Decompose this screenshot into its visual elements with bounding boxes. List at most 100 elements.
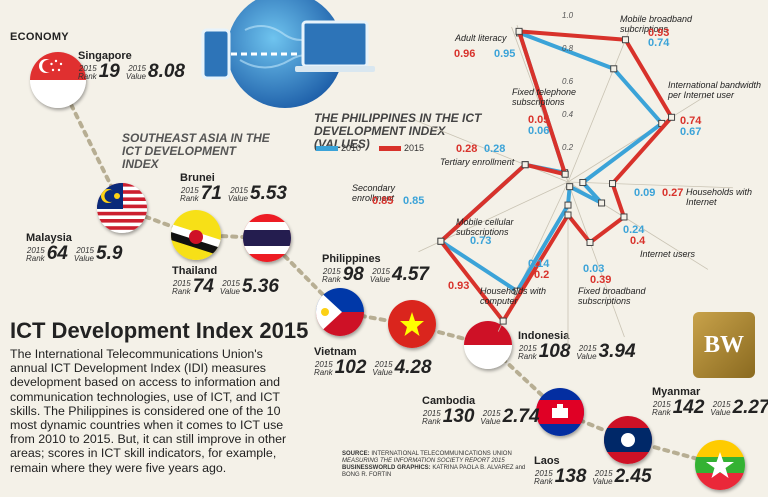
country-value: 2.27 <box>732 397 768 418</box>
country-value: 5.36 <box>242 276 279 297</box>
country-thailand: Thailand 2015 Rank 74 2015 Value 5.36 <box>172 265 279 297</box>
radar-legend: 2010 2015 <box>316 143 438 153</box>
radar-value-label-2010: 0.67 <box>680 126 702 138</box>
radar-point-2015 <box>564 211 572 219</box>
radar-value-label-2015: 0.2 <box>534 269 550 281</box>
country-value: 5.53 <box>250 183 287 204</box>
radar-point-2015 <box>561 170 569 178</box>
radar-value-label-2015: 0.27 <box>662 187 684 199</box>
radar-value-label-2010: 0.73 <box>470 235 492 247</box>
country-rank: 130 <box>442 406 475 427</box>
country-value: 8.08 <box>148 61 185 82</box>
radar-point-2010 <box>610 65 618 73</box>
country-rank: 138 <box>554 466 587 487</box>
radar-point-2015 <box>521 161 529 169</box>
body-text: The International Telecommunications Uni… <box>10 347 287 475</box>
radar-value-label-2015: 0.39 <box>590 274 612 286</box>
radar-category-label: Fixed telephone subscriptions <box>512 87 577 107</box>
source-note: SOURCE: INTERNATIONAL TELECOMMUNICATIONS… <box>342 451 526 478</box>
country-name: Myanmar <box>652 386 701 398</box>
radar-value-label-2015: 0.85 <box>372 195 394 207</box>
radar-tick-label: 0.8 <box>562 44 574 53</box>
country-indonesia: Indonesia 2015 Rank 108 2015 Value 3.94 <box>518 330 636 362</box>
country-singapore: Singapore 2015 Rank 19 2015 Value 8.08 <box>78 50 185 82</box>
country-name: Cambodia <box>422 395 476 407</box>
flag-laos <box>604 416 652 464</box>
radar-value-label-2010: 0.95 <box>494 48 516 60</box>
country-value: 4.57 <box>392 264 429 285</box>
radar-category-label: Internet users <box>640 249 696 259</box>
radar-category-label: Secondary enrollment <box>352 183 396 203</box>
radar-category-label: Households with Internet <box>686 187 753 207</box>
radar-category-label: Mobile broadband subcriptions <box>620 14 693 34</box>
radar-tick-label: 0.6 <box>562 77 574 86</box>
country-name: Vietnam <box>314 346 357 358</box>
radar-point-2015 <box>586 238 594 246</box>
country-name: Malaysia <box>26 232 72 244</box>
radar-category-label: International bandwidth per Internet use… <box>668 80 762 100</box>
radar-point-2010 <box>598 199 606 207</box>
radar-tick-label: 0.4 <box>562 110 574 119</box>
radar-value-label-2010: 0.28 <box>484 143 506 155</box>
country-name: Indonesia <box>518 330 570 342</box>
country-laos: Laos 2015 Rank 138 2015 Value 2.45 <box>534 455 652 487</box>
main-title: ICT Development Index 2015 <box>10 318 309 343</box>
radar-spoke <box>414 119 569 183</box>
radar-spoke <box>567 94 709 183</box>
globe-devices-illustration <box>201 0 375 108</box>
country-name: Thailand <box>172 265 218 277</box>
flag-myanmar <box>695 440 745 490</box>
country-rank: 74 <box>192 276 214 297</box>
radar-value-label-2010: 0.09 <box>634 187 656 199</box>
sea-title: SOUTHEAST ASIA IN THE ICT DEVELOPMENT IN… <box>122 131 270 171</box>
country-malaysia: Malaysia 2015 Rank 64 2015 Value 5.9 <box>26 232 123 264</box>
country-name: Laos <box>534 455 560 467</box>
economy-heading: ECONOMY <box>10 31 69 43</box>
country-name: Philippines <box>322 253 381 265</box>
radar-value-label-2010: 0.14 <box>528 258 550 270</box>
radar-title: THE PHILIPPINES IN THE ICT DEVELOPMENT I… <box>314 111 482 151</box>
radar-category-label: Fixed broadband subscriptions <box>578 286 646 306</box>
legend-2015: 2015 <box>379 143 424 153</box>
country-rank: 19 <box>98 61 120 82</box>
radar-value-label-2010: 0.74 <box>648 37 670 49</box>
country-cambodia: Cambodia 2015 Rank 130 2015 Value 2.74 <box>422 395 540 427</box>
radar-value-label-2010: 0.03 <box>583 263 605 275</box>
radar-value-label-2015: 0.05 <box>528 114 550 126</box>
radar-value-label-2015: 0.4 <box>630 235 646 247</box>
radar-spoke <box>567 28 631 183</box>
radar-spoke <box>567 181 733 189</box>
country-name: Brunei <box>180 172 215 184</box>
radar-point-2015 <box>668 113 676 121</box>
radar-value-label-2015: 0.28 <box>456 143 478 155</box>
country-rank: 98 <box>342 264 364 285</box>
radar-category-label: Households with computer <box>480 286 547 306</box>
radar-value-label-2010: 0.06 <box>528 125 550 137</box>
flag-malaysia <box>97 183 147 233</box>
radar-value-label-2015: 0.93 <box>648 27 670 39</box>
flag-vietnam <box>388 300 436 348</box>
country-rank: 108 <box>538 341 571 362</box>
radar-value-label-2015: 0.96 <box>454 48 476 60</box>
country-value: 3.94 <box>598 341 636 362</box>
country-rank: 142 <box>672 397 705 418</box>
radar-spoke <box>567 181 625 338</box>
legend-2010: 2010 <box>316 143 361 153</box>
flag-brunei <box>171 210 221 260</box>
radar-point-2015 <box>609 180 617 188</box>
radar-point-2015 <box>620 213 628 221</box>
country-rank: 102 <box>334 357 367 378</box>
radar-point-2010 <box>566 183 574 191</box>
country-brunei: Brunei 2015 Rank 71 2015 Value 5.53 <box>180 172 287 204</box>
country-value: 4.28 <box>394 357 432 378</box>
radar-point-2015 <box>437 237 445 245</box>
country-rank: 71 <box>200 183 222 204</box>
radar-value-label-2015: 0.93 <box>448 280 470 292</box>
flag-thailand <box>243 214 291 262</box>
flag-cambodia <box>536 388 584 436</box>
country-rank: 64 <box>46 243 68 264</box>
country-vietnam: Vietnam 2015 Rank 102 2015 Value 4.28 <box>314 346 432 378</box>
country-philippines: Philippines 2015 Rank 98 2015 Value 4.57 <box>322 253 429 285</box>
